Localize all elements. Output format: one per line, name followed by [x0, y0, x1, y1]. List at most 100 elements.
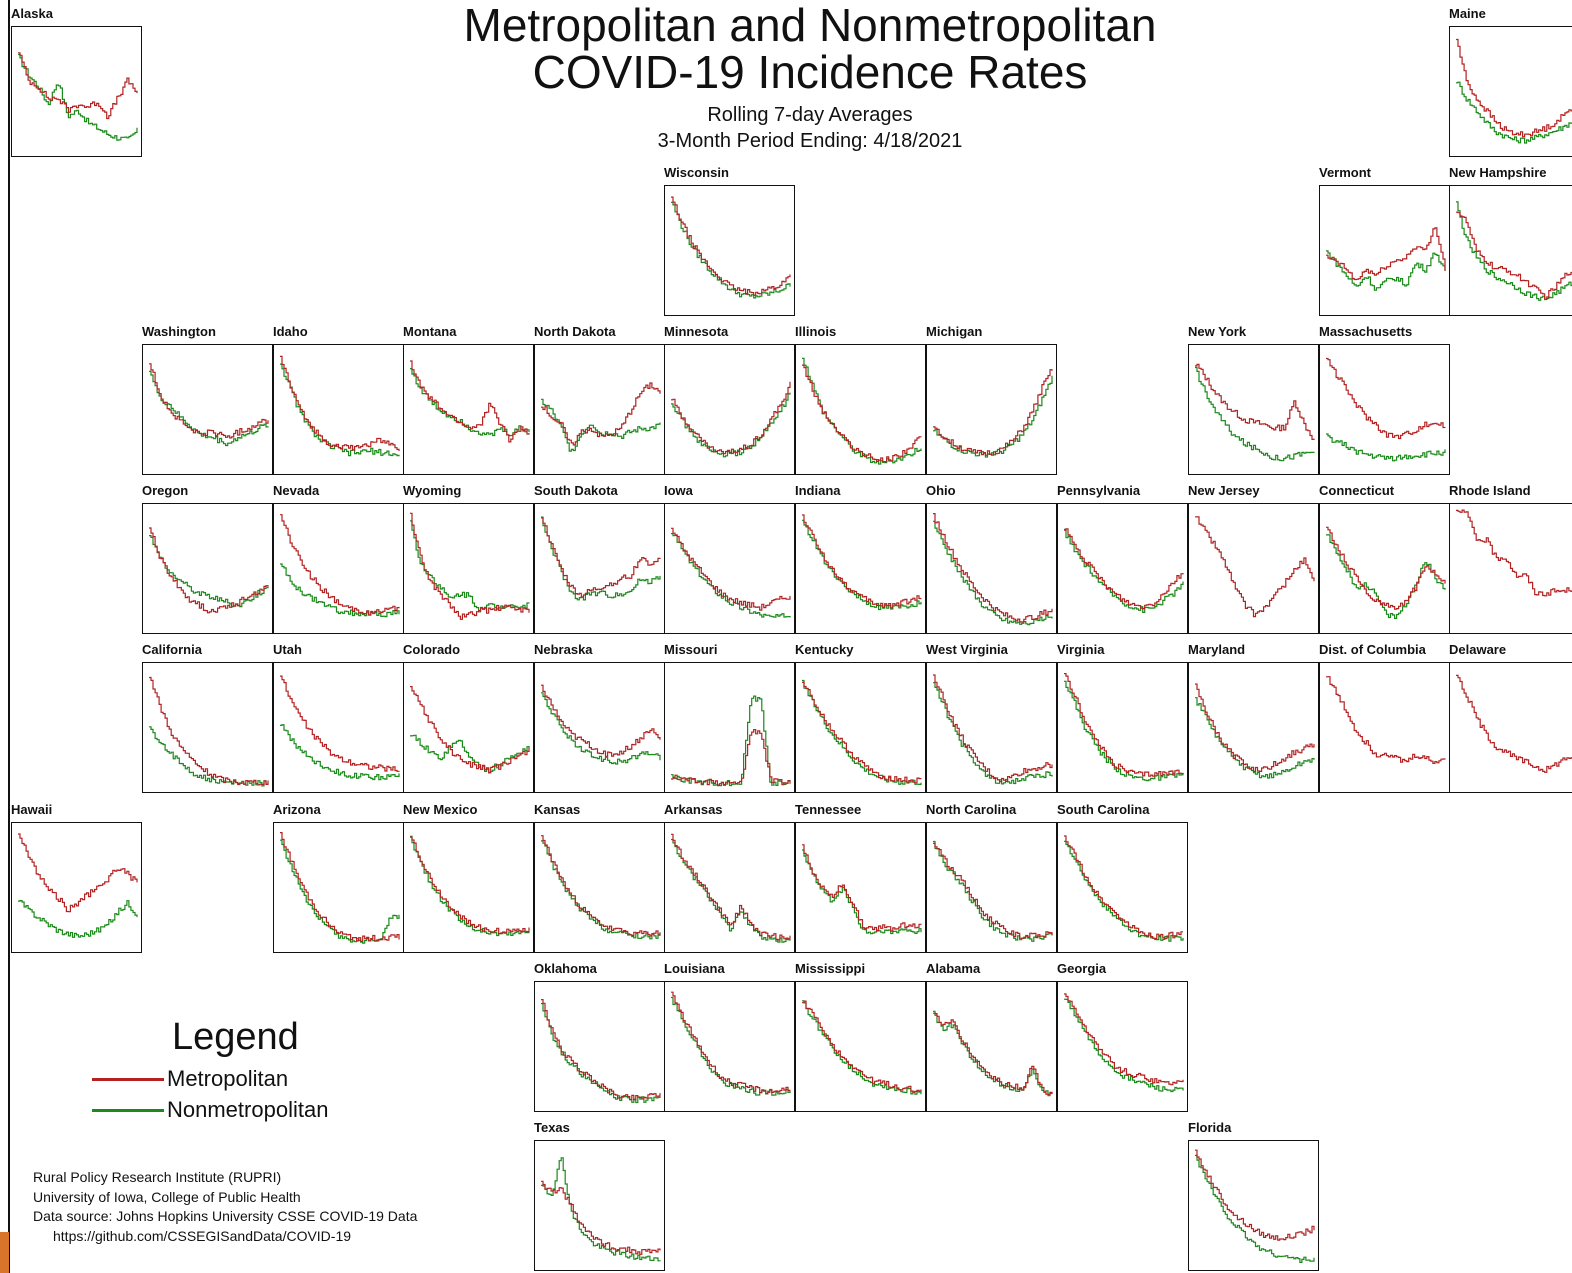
plot-frame-california: [142, 662, 273, 793]
metro-line-rhode-island: [1456, 509, 1572, 597]
nonmetro-line-south-carolina: [1064, 840, 1184, 942]
credit-line-1: Rural Policy Research Institute (RUPRI): [33, 1169, 282, 1185]
chart-title: Metropolitan and Nonmetropolitan COVID-1…: [330, 2, 1290, 96]
metro-line-ohio: [933, 513, 1053, 623]
state-label-virginia: Virginia: [1057, 642, 1105, 657]
plot-frame-indiana: [795, 503, 926, 634]
plot-svg-dist-of-columbia: [1326, 676, 1446, 764]
plot-svg-hawaii: [18, 833, 138, 938]
nonmetro-line-kansas: [541, 840, 661, 940]
plot-svg-connecticut: [1326, 526, 1446, 619]
metro-line-arizona: [280, 832, 400, 942]
plot-frame-texas: [534, 1140, 665, 1271]
metro-line-kentucky: [802, 681, 922, 784]
plot-svg-kansas: [541, 835, 661, 940]
plot-svg-nevada: [280, 514, 400, 618]
nonmetro-line-arizona: [280, 839, 400, 944]
nonmetro-line-tennessee: [802, 849, 922, 935]
state-label-oklahoma: Oklahoma: [534, 961, 597, 976]
metro-line-tennessee: [802, 844, 922, 932]
plot-svg-wisconsin: [671, 196, 791, 299]
plot-frame-washington: [142, 344, 273, 475]
metro-line-new-hampshire: [1456, 211, 1572, 300]
plot-frame-georgia: [1057, 981, 1188, 1112]
metro-line-connecticut: [1326, 526, 1446, 610]
plot-frame-oregon: [142, 503, 273, 634]
state-label-arkansas: Arkansas: [664, 802, 723, 817]
metro-line-indiana: [802, 514, 922, 609]
nonmetro-line-oregon: [149, 535, 269, 608]
plot-svg-arizona: [280, 832, 400, 944]
plot-svg-west-virginia: [933, 674, 1053, 785]
state-label-missouri: Missouri: [664, 642, 718, 657]
nonmetro-line-new-hampshire: [1456, 201, 1572, 301]
metro-line-florida: [1195, 1149, 1315, 1241]
plot-frame-mississippi: [795, 981, 926, 1112]
nonmetro-line-nevada: [280, 563, 400, 618]
plot-svg-vermont: [1326, 227, 1446, 291]
metro-line-texas: [541, 1180, 661, 1255]
metro-line-michigan: [933, 369, 1053, 456]
state-label-georgia: Georgia: [1057, 961, 1107, 976]
nonmetro-line-missouri: [671, 695, 791, 787]
metro-line-missouri: [671, 729, 791, 786]
state-label-kansas: Kansas: [534, 802, 581, 817]
plot-svg-pennsylvania: [1064, 528, 1184, 613]
nonmetro-line-virginia: [1064, 680, 1184, 782]
plot-svg-alabama: [933, 1010, 1053, 1097]
metro-line-alabama: [933, 1012, 1053, 1095]
state-label-south-dakota: South Dakota: [534, 483, 618, 498]
plot-frame-florida: [1188, 1140, 1319, 1271]
metro-line-vermont: [1326, 227, 1446, 281]
plot-svg-north-dakota: [541, 382, 661, 452]
nonmetro-line-arkansas: [671, 838, 791, 943]
state-label-washington: Washington: [142, 324, 216, 339]
state-label-vermont: Vermont: [1319, 165, 1372, 180]
plot-svg-georgia: [1064, 993, 1184, 1093]
state-label-wisconsin: Wisconsin: [664, 165, 729, 180]
metro-line-new-jersey: [1195, 516, 1315, 618]
plot-svg-oregon: [149, 527, 269, 614]
plot-svg-wyoming: [410, 512, 530, 620]
plot-svg-louisiana: [671, 991, 791, 1096]
state-label-iowa: Iowa: [664, 483, 693, 498]
plot-frame-alabama: [926, 981, 1057, 1112]
plot-svg-michigan: [933, 369, 1053, 458]
credits: Rural Policy Research Institute (RUPRI) …: [33, 1168, 417, 1246]
state-label-utah: Utah: [273, 642, 302, 657]
nonmetro-line-north-dakota: [541, 398, 661, 452]
plot-frame-missouri: [664, 662, 795, 793]
state-label-dist-of-columbia: Dist. of Columbia: [1319, 642, 1426, 657]
plot-svg-rhode-island: [1456, 509, 1572, 597]
plot-frame-south-dakota: [534, 503, 665, 634]
plot-svg-tennessee: [802, 844, 922, 935]
nonmetro-line-indiana: [802, 519, 922, 611]
left-border: [8, 0, 10, 1273]
plot-frame-new-hampshire: [1449, 185, 1572, 316]
state-label-michigan: Michigan: [926, 324, 983, 339]
state-label-south-carolina: South Carolina: [1057, 802, 1150, 817]
legend-title: Legend: [172, 1016, 299, 1058]
plot-svg-virginia: [1064, 673, 1184, 782]
plot-svg-illinois: [802, 357, 922, 465]
plot-svg-north-carolina: [933, 840, 1053, 942]
metro-line-louisiana: [671, 991, 791, 1095]
state-label-new-york: New York: [1188, 324, 1247, 339]
metro-line-delaware: [1456, 674, 1572, 773]
plot-frame-michigan: [926, 344, 1057, 475]
state-label-rhode-island: Rhode Island: [1449, 483, 1531, 498]
plot-frame-maine: [1449, 26, 1572, 157]
plot-svg-new-mexico: [410, 835, 530, 937]
plot-frame-delaware: [1449, 662, 1572, 793]
metro-line-minnesota: [671, 381, 791, 455]
plot-svg-california: [149, 676, 269, 787]
metro-line-georgia: [1064, 993, 1184, 1086]
plot-frame-kansas: [534, 822, 665, 953]
metro-line-dist-of-columbia: [1326, 676, 1446, 764]
plot-frame-louisiana: [664, 981, 795, 1112]
nonmetro-line-washington: [149, 370, 269, 447]
nonmetro-line-wyoming: [410, 520, 530, 613]
plot-frame-nevada: [273, 503, 404, 634]
state-label-oregon: Oregon: [142, 483, 189, 498]
